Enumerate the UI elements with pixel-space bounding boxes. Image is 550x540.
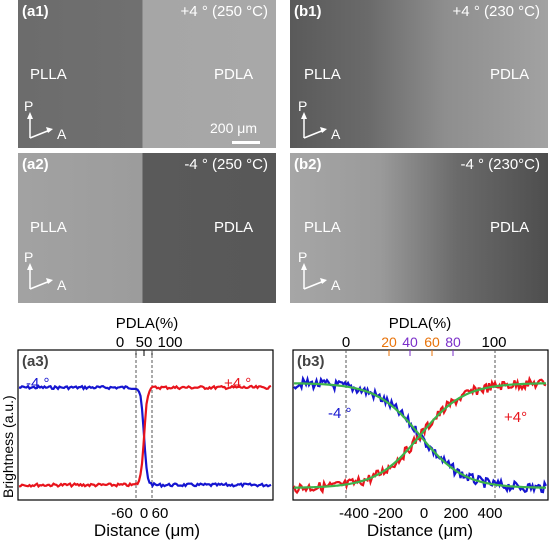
series-pos4-line	[292, 375, 547, 495]
condition-label: +4 ° (250 °C)	[180, 3, 268, 20]
panel-tag: (a3)	[22, 353, 49, 370]
scale-bar	[232, 141, 260, 144]
polarizer-axes-icon: P A	[24, 249, 74, 296]
top-colored-tick-label: 40	[402, 334, 418, 350]
top-colored-tick-label: 60	[424, 334, 440, 350]
plot-frame	[292, 349, 549, 501]
top-tick-label: 50	[136, 334, 153, 351]
polarizer-axes-icon: P A	[24, 98, 74, 145]
x-axis-label: Distance (μm)	[94, 521, 200, 540]
x-tick-label: 200	[443, 505, 468, 522]
series-pos4-label: +4 °	[224, 375, 251, 392]
panel-tag: (a1)	[22, 3, 49, 20]
panel-tag: (b1)	[294, 3, 322, 20]
panel-tag: (b3)	[297, 353, 325, 370]
polarizer-label: P	[24, 98, 34, 114]
series-neg4-line	[18, 384, 272, 489]
analyzer-label: A	[331, 277, 341, 293]
plot-frame	[17, 349, 274, 501]
x-tick-label: -60	[111, 505, 133, 522]
top-axis-label: PDLA(%)	[389, 315, 452, 332]
plot-b3: PDLA(%) 0 20 40 60 80 100 (b3) -4 ° +4° …	[292, 315, 549, 540]
analyzer-label: A	[57, 277, 67, 293]
panel-tag: (a2)	[22, 156, 49, 173]
series-pos4-line	[18, 384, 272, 489]
top-colored-tick-label: 80	[445, 334, 461, 350]
top-tick-labels: 0 50 100	[116, 334, 183, 351]
condition-label: -4 ° (250 °C)	[184, 156, 268, 173]
polarizer-label: P	[298, 249, 308, 265]
analyzer-label: A	[331, 126, 341, 142]
polarizer-axes-icon: P A	[298, 249, 348, 296]
plla-label: PLLA	[30, 66, 67, 83]
condition-label: +4 ° (230 °C)	[452, 3, 540, 20]
pdla-label: PDLA	[490, 219, 530, 236]
x-tick-label: 0	[420, 505, 428, 522]
pdla-label: PDLA	[490, 66, 530, 83]
micrograph-b2: (b2) -4 ° (230°C) PLLA PDLA P A	[290, 153, 548, 303]
top-tick-label: 100	[157, 334, 182, 351]
polarizer-label: P	[24, 249, 34, 265]
x-tick-label: 400	[477, 505, 502, 522]
micrograph-a1: (a1) +4 ° (250 °C) PLLA PDLA P A 200 μm	[18, 0, 276, 148]
top-colored-tick-label: 20	[381, 334, 397, 350]
panel-tag: (b2)	[294, 156, 322, 173]
x-axis-label: Distance (μm)	[367, 521, 473, 540]
y-axis-label: Brightness (a.u.)	[0, 395, 16, 498]
condition-label: -4 ° (230°C)	[460, 156, 540, 173]
x-tick-label: 0	[140, 505, 148, 522]
top-ticks	[388, 350, 454, 356]
x-tick-label: 60	[152, 505, 169, 522]
bottom-tick-labels: -60 0 60	[111, 505, 168, 522]
polarizer-label: P	[298, 98, 308, 114]
analyzer-label: A	[57, 126, 67, 142]
pdla-label: PDLA	[214, 219, 254, 236]
top-tick-label: 0	[342, 334, 350, 351]
x-tick-label: -400	[339, 505, 369, 522]
top-axis-label: PDLA(%)	[116, 315, 179, 332]
x-tick-label: -200	[373, 505, 403, 522]
fit-curve-pos	[293, 382, 547, 489]
scale-bar-label: 200 μm	[210, 120, 257, 136]
plla-label: PLLA	[304, 219, 341, 236]
pdla-label: PDLA	[214, 66, 254, 83]
series-pos4-label: +4°	[504, 409, 527, 426]
plla-label: PLLA	[30, 219, 67, 236]
series-neg4-label: -4 °	[26, 375, 50, 392]
micrograph-b1: (b1) +4 ° (230 °C) PLLA PDLA P A	[290, 0, 548, 148]
plot-a3: PDLA(%) 0 50 100 Brightness (a.u.) (a3) …	[0, 315, 274, 540]
bottom-tick-labels: -400 -200 0 200 400	[339, 505, 503, 522]
top-tick-label: 100	[481, 334, 506, 351]
top-tick-label: 0	[116, 334, 124, 351]
polarizer-axes-icon: P A	[298, 98, 348, 145]
series-neg4-label: -4 °	[328, 405, 352, 422]
plla-label: PLLA	[304, 66, 341, 83]
micrograph-a2: (a2) -4 ° (250 °C) PLLA PDLA P A	[18, 153, 276, 303]
